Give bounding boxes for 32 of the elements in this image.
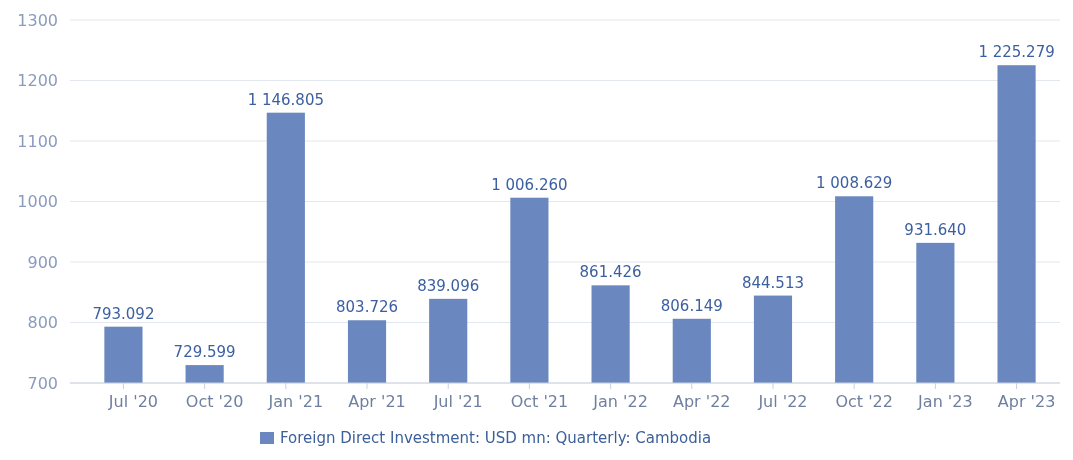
x-tick-label: Jan '21: [267, 392, 324, 411]
text: 839.096: [417, 276, 480, 295]
y-tick-label: 900: [27, 252, 58, 272]
x-tick-label: Jul '22: [757, 392, 808, 411]
x-tick-label: Jan '23: [917, 392, 973, 411]
x-tick-label: Apr '21: [348, 392, 406, 411]
text: 844.513: [741, 273, 804, 292]
x-tick-label: Oct '20: [185, 392, 244, 411]
text: 1 008.629: [816, 174, 893, 193]
text: 729.599: [173, 343, 236, 362]
y-tick-label: 1200: [17, 71, 58, 91]
text: 803.726: [336, 298, 399, 317]
text: 1 225.279: [978, 43, 1055, 62]
x-tick-label: Apr '22: [673, 392, 731, 411]
text: 806.149: [660, 296, 723, 315]
y-tick-label: 1100: [17, 131, 58, 151]
x-tick-label: Oct '21: [510, 392, 569, 411]
text: 1 006.260: [491, 175, 568, 194]
y-tick-label: 700: [27, 373, 58, 393]
text: 1 146.805: [247, 90, 324, 109]
text: 793.092: [92, 304, 155, 323]
x-tick-label: Oct '22: [835, 392, 893, 411]
x-tick-label: Jan '22: [592, 392, 648, 411]
text: 931.640: [904, 220, 967, 239]
x-tick-label: Jul '20: [107, 392, 159, 411]
y-tick-label: 1300: [17, 10, 58, 30]
x-tick-label: Jul '21: [432, 392, 483, 411]
legend-label: Foreign Direct Investment: USD mn: Quarterly: Cambodia: [280, 429, 712, 447]
x-tick-label: Apr '23: [997, 392, 1056, 411]
text: 861.426: [579, 263, 642, 282]
y-tick-label: 800: [27, 313, 58, 333]
y-tick-label: 1000: [17, 192, 58, 212]
